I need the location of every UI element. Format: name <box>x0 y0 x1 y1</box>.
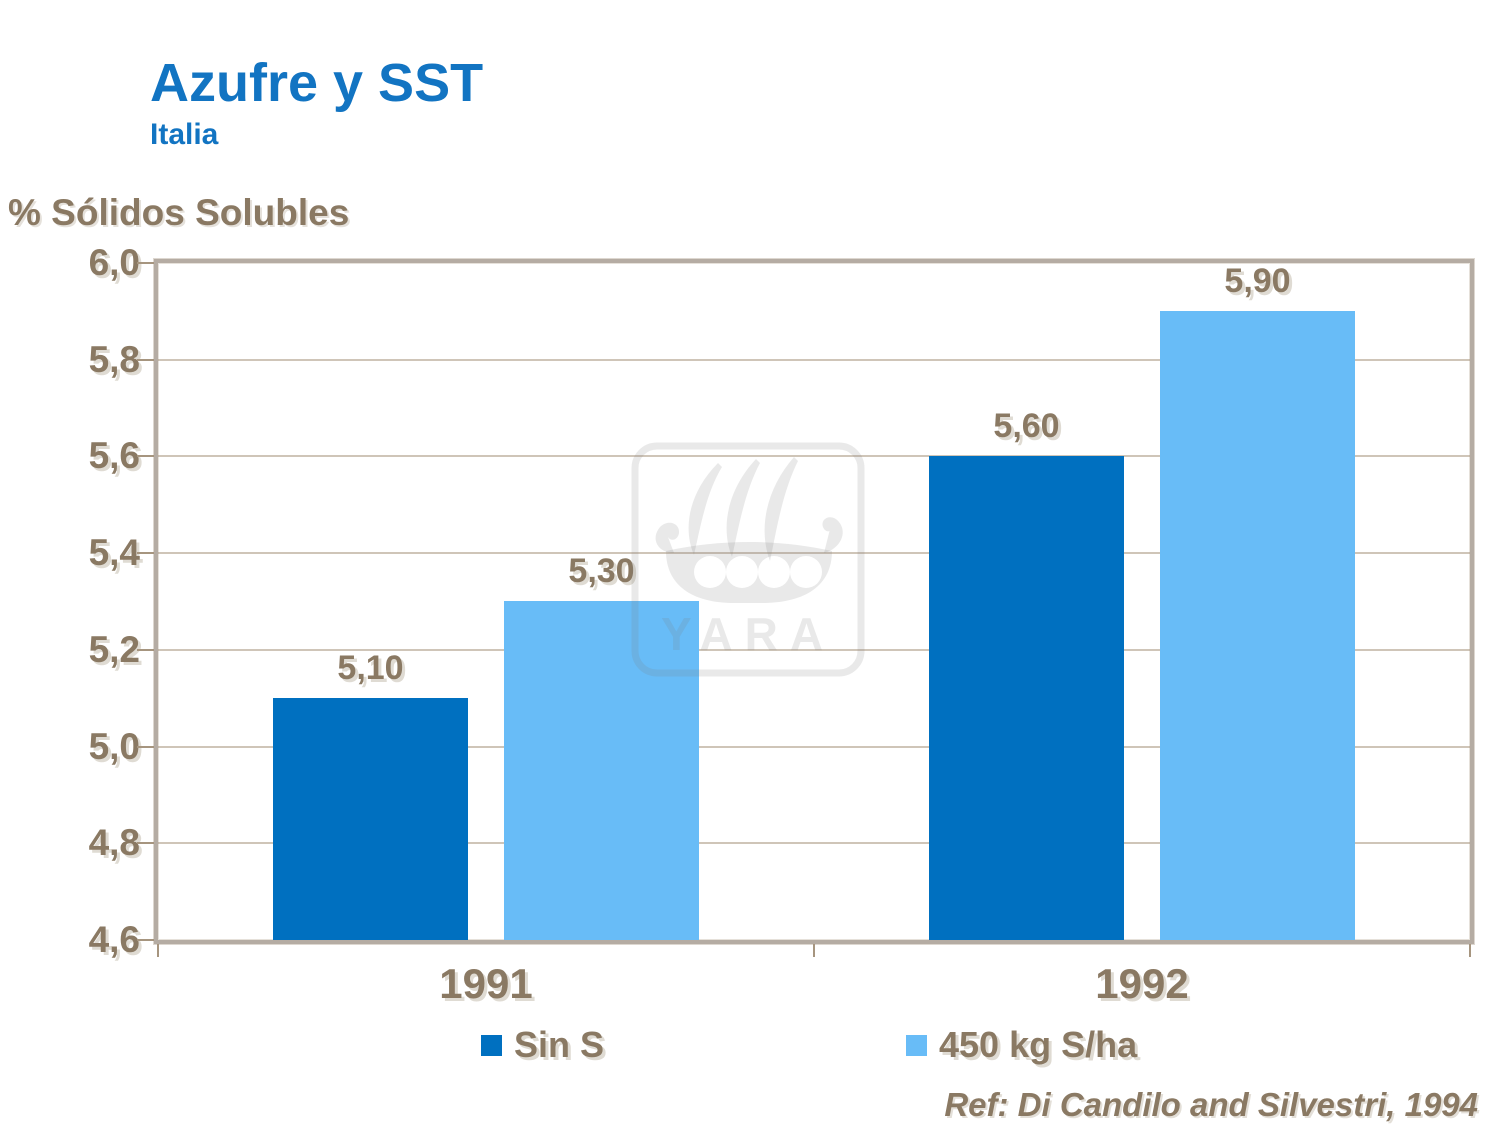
gridline <box>158 842 1470 844</box>
legend-entry: 450 kg S/ha <box>906 1024 1137 1066</box>
bar <box>273 698 468 940</box>
y-tick-label: 4,6 <box>88 919 140 960</box>
y-tick-label: 5,4 <box>88 532 140 573</box>
y-tick-mark <box>137 455 154 457</box>
bar <box>1160 311 1355 940</box>
y-tick-mark <box>137 649 154 651</box>
y-tick-label: 5,2 <box>88 629 140 670</box>
x-tick-mark <box>1469 944 1471 957</box>
y-tick-mark <box>137 842 154 844</box>
bar-value-label: 5,30 <box>568 552 635 590</box>
x-tick-mark <box>157 944 159 957</box>
y-tick-label: 5,0 <box>88 726 140 767</box>
legend-entry: Sin S <box>481 1024 604 1066</box>
bar <box>504 601 699 940</box>
y-axis-title: % Sólidos Solubles <box>8 192 350 233</box>
plot-area: 5,10 5,30 5,60 5,90 <box>157 262 1471 957</box>
legend-swatch <box>481 1034 502 1056</box>
bar <box>929 456 1124 940</box>
reference-text: Ref: Di Candilo and Silvestri, 1994 <box>944 1086 1478 1123</box>
legend-label: 450 kg S/ha <box>939 1024 1138 1065</box>
y-tick-mark <box>137 552 154 554</box>
category-label: 1991 <box>439 960 533 1007</box>
gridline <box>158 746 1470 748</box>
y-tick-mark <box>137 262 154 264</box>
y-tick-mark <box>137 359 154 361</box>
chart-title: Azufre y SST <box>150 53 484 113</box>
bar-value-label: 5,60 <box>993 407 1060 445</box>
gridline <box>158 552 1470 554</box>
bar-value-label: 5,10 <box>337 649 404 687</box>
y-tick-mark <box>137 746 154 748</box>
y-tick-mark <box>137 939 154 941</box>
y-tick-label: 5,6 <box>88 435 140 476</box>
legend-label: Sin S <box>514 1024 605 1065</box>
title-block: Azufre y SST Italia <box>150 52 483 152</box>
x-tick-mark <box>813 944 815 957</box>
y-tick-label: 4,8 <box>88 822 140 863</box>
bar-value-label: 5,90 <box>1224 262 1291 300</box>
chart-subtitle: Italia <box>150 118 219 151</box>
y-tick-label: 5,8 <box>88 339 140 380</box>
category-label: 1992 <box>1095 960 1189 1007</box>
gridline <box>158 649 1470 651</box>
legend-swatch <box>906 1034 927 1056</box>
y-tick-label: 6,0 <box>88 242 140 283</box>
gridline <box>158 455 1470 457</box>
gridline <box>158 359 1470 361</box>
